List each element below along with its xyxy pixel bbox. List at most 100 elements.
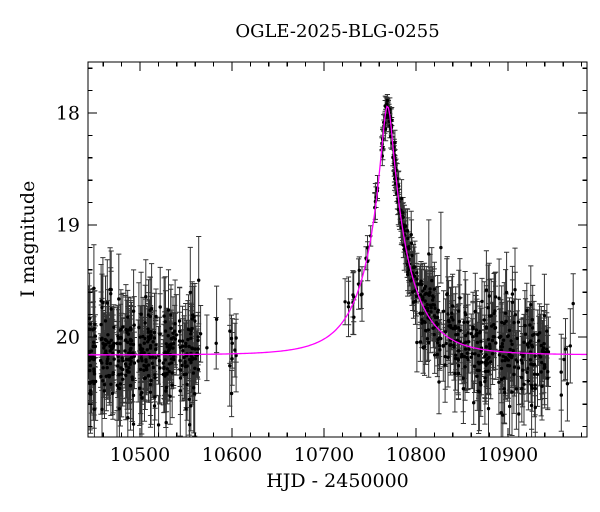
data-point	[414, 294, 418, 298]
data-point	[164, 389, 168, 393]
data-point	[474, 332, 478, 337]
data-point	[92, 372, 97, 376]
data-point	[138, 386, 142, 390]
data-point	[469, 332, 473, 336]
data-point	[487, 294, 491, 298]
data-point	[184, 407, 188, 411]
data-point	[463, 365, 467, 369]
data-point	[541, 346, 546, 350]
data-point	[191, 371, 196, 375]
data-point	[512, 372, 516, 377]
data-point	[146, 363, 151, 367]
data-point	[346, 305, 351, 309]
data-point	[117, 407, 122, 411]
data-point	[102, 346, 106, 350]
data-point	[516, 366, 521, 370]
data-point	[539, 343, 543, 348]
data-point	[357, 268, 361, 272]
data-point	[472, 401, 476, 405]
data-point	[154, 343, 158, 347]
data-point	[456, 326, 461, 330]
data-point	[184, 341, 188, 346]
data-point	[177, 319, 182, 323]
data-point	[562, 357, 566, 362]
data-point	[432, 303, 436, 307]
data-point	[522, 340, 526, 344]
data-point	[158, 332, 162, 336]
axes-frame	[87, 61, 588, 438]
data-point	[497, 296, 501, 300]
data-point	[108, 361, 113, 366]
data-point	[412, 274, 417, 278]
data-point	[450, 311, 454, 315]
data-point	[419, 282, 424, 287]
data-point	[119, 336, 123, 340]
data-point	[421, 298, 425, 302]
data-point	[102, 382, 107, 387]
data-point	[126, 416, 130, 420]
data-point	[486, 337, 491, 342]
data-point	[92, 367, 96, 371]
data-point	[492, 322, 496, 327]
data-point	[512, 365, 517, 369]
data-point	[475, 340, 480, 345]
data-point	[451, 326, 455, 331]
data-point	[447, 324, 451, 328]
data-point	[397, 184, 401, 188]
data-point	[144, 358, 148, 362]
data-point	[510, 292, 515, 296]
data-point	[167, 343, 172, 347]
data-point	[142, 363, 146, 368]
data-point	[196, 335, 200, 339]
data-point	[189, 360, 193, 365]
data-point	[435, 315, 440, 320]
error-bars	[204, 285, 220, 382]
data-point	[461, 387, 466, 391]
data-point	[401, 215, 405, 219]
data-point	[137, 325, 141, 330]
data-point	[193, 366, 197, 370]
data-point	[407, 245, 411, 249]
data-point	[183, 361, 187, 365]
data-point	[190, 346, 194, 350]
data-point	[435, 352, 440, 357]
data-point	[516, 320, 521, 324]
data-point	[480, 299, 484, 304]
data-point	[88, 322, 92, 326]
data-point	[471, 325, 475, 329]
data-point	[141, 334, 145, 339]
data-point	[214, 341, 218, 345]
data-point	[136, 359, 140, 363]
data-point	[116, 386, 121, 390]
data-point	[493, 326, 498, 330]
x-tick-label: 10600	[202, 444, 262, 466]
data-point	[196, 347, 200, 351]
data-point	[418, 340, 423, 344]
data-point	[514, 387, 519, 391]
data-point	[148, 308, 152, 312]
data-point	[399, 196, 404, 201]
data-point	[401, 243, 406, 247]
data-point	[514, 358, 518, 362]
data-point	[234, 336, 238, 340]
data-point	[197, 278, 201, 282]
data-point	[101, 379, 105, 383]
data-point	[441, 309, 446, 313]
data-point	[525, 370, 529, 374]
data-point	[102, 389, 107, 393]
data-point	[166, 308, 171, 312]
data-point	[92, 286, 96, 290]
data-point	[486, 369, 490, 373]
data-point	[529, 383, 534, 388]
data-point	[462, 354, 467, 359]
data-point	[529, 403, 534, 408]
data-point	[89, 349, 94, 353]
data-point	[173, 322, 177, 326]
data-point	[383, 127, 388, 131]
data-point	[187, 397, 191, 401]
data-point	[214, 317, 219, 321]
data-point	[483, 369, 488, 374]
data-point	[132, 354, 136, 358]
data-point	[411, 300, 416, 304]
